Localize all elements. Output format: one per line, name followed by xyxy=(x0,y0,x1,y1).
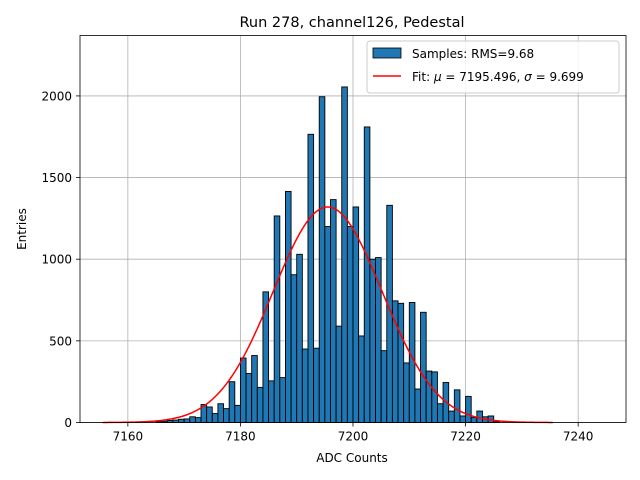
histogram-bar xyxy=(178,418,185,423)
legend-box xyxy=(366,40,620,94)
histogram-bar xyxy=(313,347,320,423)
histogram-bar xyxy=(408,302,416,423)
legend: Samples: RMS=9.68 Fit: μ = 7195.496, σ =… xyxy=(366,40,620,94)
y-axis-ticks: 0 500 1000 1500 2000 xyxy=(41,89,80,430)
gaussian-fit-curve xyxy=(102,206,553,424)
legend-fit-mu-value: = 7195.496, xyxy=(442,70,525,84)
histogram-bar xyxy=(459,415,467,423)
histogram-bar xyxy=(476,410,483,423)
histogram-bar xyxy=(436,403,444,423)
histogram-bar xyxy=(453,389,461,423)
histogram-bar xyxy=(358,335,365,423)
histogram-bar xyxy=(234,404,241,423)
x-tick-label: 7200 xyxy=(338,430,369,444)
chart-title: Run 278, channel126, Pedestal xyxy=(239,15,464,31)
legend-fit-prefix: Fit: xyxy=(412,70,434,84)
y-tick-label: 1500 xyxy=(41,171,72,185)
histogram-bar xyxy=(206,406,213,423)
legend-fit-mu-symbol: μ xyxy=(433,70,442,84)
x-tick-label: 7240 xyxy=(563,430,594,444)
histogram-bar xyxy=(296,253,303,423)
histogram-bar xyxy=(330,199,337,423)
histogram-bar xyxy=(256,386,264,423)
legend-fit-sigma-value: = 9.699 xyxy=(532,70,584,84)
histogram-bar xyxy=(290,274,298,423)
histogram-bar xyxy=(268,380,275,423)
histogram-bar xyxy=(301,348,309,423)
histogram-bar xyxy=(448,410,455,423)
histogram-bar xyxy=(223,408,230,423)
histogram-bar xyxy=(420,311,427,423)
histogram-bar xyxy=(285,190,292,423)
histogram-bar xyxy=(183,418,191,423)
x-axis-ticks: 7160 7180 7200 7220 7240 xyxy=(113,422,594,444)
legend-samples-label: Samples: RMS=9.68 xyxy=(412,47,534,61)
histogram-bar xyxy=(245,373,253,423)
x-tick-label: 7180 xyxy=(225,430,256,444)
histogram-bar xyxy=(273,215,281,423)
histogram-bar xyxy=(307,133,315,423)
x-axis-label: ADC Counts xyxy=(316,451,388,465)
histogram-bar xyxy=(346,226,354,423)
histogram-bar xyxy=(279,377,286,423)
histogram-bar xyxy=(194,417,202,423)
histogram-bar xyxy=(335,325,343,423)
histogram-bar xyxy=(251,355,258,423)
histogram-bar xyxy=(380,350,388,423)
legend-fit-label: Fit: μ = 7195.496, σ = 9.699 xyxy=(412,70,584,84)
histogram-bar xyxy=(363,126,371,423)
legend-fit-sigma-symbol: σ xyxy=(524,70,532,84)
x-tick-label: 7220 xyxy=(450,430,481,444)
histogram-bar xyxy=(228,381,236,423)
y-axis-label: Entries xyxy=(15,208,29,250)
histogram-bar xyxy=(414,388,421,423)
histogram-bar xyxy=(211,413,219,423)
histogram-bar xyxy=(425,370,433,423)
y-tick-label: 1000 xyxy=(41,253,72,267)
histogram-bar xyxy=(397,302,405,423)
histogram-bar xyxy=(431,371,438,423)
legend-samples-swatch xyxy=(372,47,402,59)
histogram-bar xyxy=(217,403,224,423)
histogram-bar xyxy=(189,416,196,423)
histogram-bar xyxy=(470,417,478,423)
y-tick-label: 0 xyxy=(64,416,72,430)
histogram-bar xyxy=(352,206,360,423)
x-tick-label: 7160 xyxy=(113,430,144,444)
y-tick-label: 2000 xyxy=(41,89,72,103)
histogram-bar xyxy=(262,291,270,423)
histogram-bar xyxy=(341,86,348,423)
histogram-bar xyxy=(403,362,410,423)
histogram-bar xyxy=(239,357,247,423)
y-tick-label: 500 xyxy=(49,334,72,348)
histogram-bar xyxy=(369,258,376,423)
histogram-bar xyxy=(318,96,326,423)
histogram-bar xyxy=(324,226,331,423)
histogram-bar xyxy=(465,395,472,423)
